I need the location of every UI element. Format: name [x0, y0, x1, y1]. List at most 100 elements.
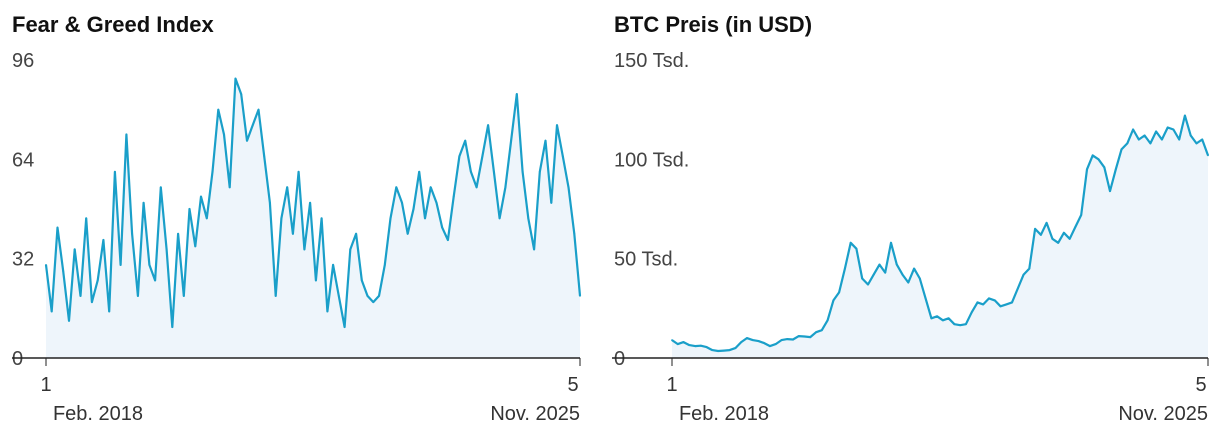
data-point [1143, 134, 1146, 137]
data-point [734, 347, 737, 349]
data-point [326, 310, 329, 313]
data-point [435, 201, 438, 204]
data-point [332, 264, 334, 266]
data-point [337, 295, 340, 297]
data-point [487, 124, 489, 127]
series-line [671, 114, 1210, 353]
data-point [751, 339, 754, 341]
data-point [62, 270, 65, 272]
data-point [757, 340, 760, 342]
data-point [119, 264, 122, 266]
data-point [154, 279, 157, 282]
data-point [993, 299, 996, 302]
data-point [867, 283, 869, 286]
data-point [521, 170, 524, 173]
data-point [125, 133, 128, 136]
data-point [91, 301, 93, 303]
data-point [1068, 237, 1071, 240]
data-point [85, 217, 88, 220]
data-point [1207, 154, 1209, 157]
data-point [746, 337, 748, 339]
data-point [240, 93, 243, 95]
data-point [263, 155, 266, 158]
data-point [96, 279, 99, 282]
y-tick-label: 96 [12, 50, 34, 72]
data-point [137, 295, 139, 297]
data-point [211, 170, 214, 173]
data-point [515, 93, 518, 95]
data-point [567, 186, 570, 189]
data-point [148, 264, 151, 266]
data-point [884, 271, 887, 274]
data-point [108, 310, 111, 313]
x-end-month-label: Nov. 2025 [490, 403, 580, 425]
data-point [355, 232, 357, 235]
x-start-month-label: Feb. 2018 [53, 403, 143, 425]
data-point [1051, 237, 1054, 240]
data-point [412, 208, 415, 210]
y-tick-label: 64 [12, 149, 34, 171]
data-point [1155, 130, 1157, 133]
data-point [930, 317, 933, 320]
data-point [1201, 138, 1204, 141]
data-point [194, 245, 197, 248]
x-start-day-label: 1 [40, 374, 51, 396]
data-point [728, 349, 731, 351]
data-point [849, 241, 852, 244]
data-point [832, 299, 835, 302]
data-point [769, 345, 771, 347]
data-point [1005, 303, 1008, 306]
data-point [936, 315, 938, 318]
data-point [1091, 154, 1094, 157]
data-point [786, 338, 789, 340]
data-point [142, 201, 145, 204]
y-tick-label: 100 Tsd. [614, 149, 689, 171]
data-point [447, 239, 449, 241]
data-point [360, 279, 363, 282]
data-point [424, 217, 426, 220]
data-point [797, 335, 800, 337]
data-point [102, 239, 105, 241]
data-point [343, 326, 346, 328]
data-point [1086, 168, 1088, 171]
data-point [895, 263, 898, 266]
data-point [45, 264, 47, 266]
data-point [705, 346, 708, 348]
data-point [269, 201, 271, 204]
data-point [538, 170, 541, 173]
data-point [740, 341, 743, 343]
data-point [1161, 138, 1163, 141]
data-point [1137, 138, 1140, 141]
data-point [671, 339, 673, 341]
data-point [723, 349, 725, 352]
data-point [114, 170, 116, 173]
data-point [309, 201, 311, 204]
data-point [418, 170, 421, 173]
data-point [1063, 231, 1065, 234]
data-point [1109, 190, 1111, 193]
data-point [1126, 142, 1129, 145]
data-point [1184, 114, 1186, 117]
data-point [1114, 168, 1117, 171]
data-point [441, 226, 444, 229]
data-point [475, 186, 478, 189]
data-point [815, 331, 817, 334]
data-point [803, 335, 806, 338]
data-point [1195, 142, 1198, 145]
x-start-day-label: 1 [666, 374, 677, 396]
data-point [349, 248, 352, 251]
data-point [223, 133, 225, 136]
data-point [217, 108, 220, 111]
data-point [855, 247, 858, 250]
data-point [901, 273, 904, 276]
y-tick-label: 150 Tsd. [614, 50, 689, 72]
data-point [792, 338, 794, 341]
y-tick-label: 32 [12, 249, 34, 271]
data-point [579, 295, 581, 297]
data-point [878, 263, 881, 266]
data-point [228, 186, 231, 189]
data-point [464, 139, 467, 142]
data-point [965, 323, 967, 326]
data-point [56, 226, 59, 229]
